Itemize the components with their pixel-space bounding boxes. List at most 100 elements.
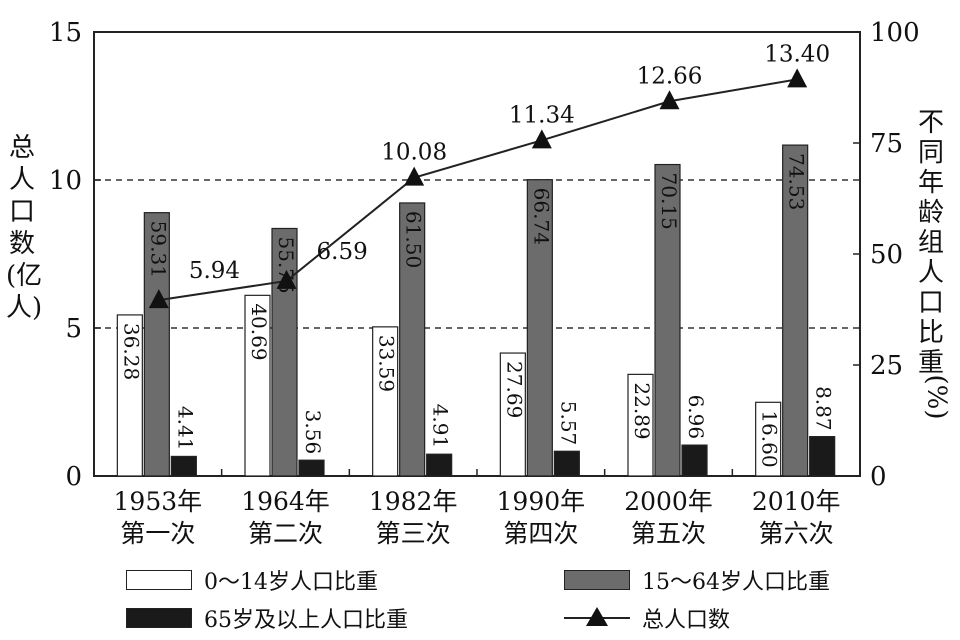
- bar-0: [116, 314, 143, 477]
- legend-label: 0～14岁人口比重: [204, 570, 378, 595]
- total-population-line: [158, 78, 798, 302]
- bar-value-label: 74.53: [785, 153, 809, 210]
- line-value-label: 13.40: [764, 41, 830, 67]
- bar-value-label: 3.56: [301, 410, 325, 455]
- plot-frame: [93, 31, 861, 477]
- bar-value-label: 6.96: [684, 395, 708, 440]
- right-axis-label-char: 比: [917, 318, 944, 348]
- legend-label: 15～64岁人口比重: [642, 570, 830, 595]
- bar-0: [627, 373, 654, 477]
- bar-value-label: 40.69: [247, 303, 271, 360]
- triangle-marker-icon: [659, 90, 680, 110]
- x-tick-label: 1990年: [497, 487, 586, 516]
- right-tick-label: 75: [870, 129, 903, 159]
- left-tick-label: 10: [49, 166, 82, 196]
- bar-value-label: 33.59: [375, 335, 399, 392]
- bar-value-label: 22.89: [630, 382, 654, 439]
- legend-item-65plus: 65岁及以上人口比重: [126, 602, 408, 634]
- bar-value-label: 4.91: [429, 404, 453, 449]
- bar-1: [782, 144, 809, 477]
- x-tick-label: 1953年: [114, 487, 203, 516]
- right-axis-label-char: 重: [917, 348, 944, 378]
- right-axis-label-char: 同: [917, 138, 944, 168]
- line-value-label: 10.08: [381, 140, 447, 166]
- legend-line-triangle-icon: [564, 607, 630, 628]
- left-axis-label-char: 数: [8, 229, 35, 259]
- legend-swatch-black: [126, 608, 192, 628]
- bar-1: [271, 227, 298, 477]
- left-tick-label: 15: [49, 18, 82, 48]
- legend-swatch-white: [126, 570, 192, 590]
- bar-1: [654, 163, 681, 477]
- bar-2: [170, 455, 197, 477]
- right-axis-label-char: 口: [917, 288, 944, 318]
- left-axis-label: 总 人 口 数 (亿 人): [6, 132, 43, 324]
- legend-item-total: 总人口数: [564, 602, 730, 634]
- legend-swatch-gray: [564, 570, 630, 590]
- triangle-marker-icon: [404, 166, 425, 186]
- legend-item-15-64: 15～64岁人口比重: [564, 564, 830, 596]
- bar-2: [681, 444, 708, 477]
- right-axis-label-char: 不: [917, 108, 944, 138]
- bar-value-label: 5.57: [556, 401, 580, 446]
- right-axis-label: 不 同 年 龄 组 人 口 比 重 (%): [914, 108, 952, 420]
- x-tick-label: 1982年: [369, 487, 458, 516]
- bar-value-label: 66.74: [529, 188, 553, 245]
- x-tick-label: 第三次: [376, 519, 451, 548]
- left-axis-label-char: 口: [8, 197, 35, 227]
- legend-item-0-14: 0～14岁人口比重: [126, 564, 378, 596]
- right-axis-label-char: 人: [917, 258, 944, 288]
- line-value-label: 5.94: [189, 258, 240, 284]
- bar-value-label: 70.15: [657, 173, 681, 230]
- bar-value-label: 61.50: [402, 211, 426, 268]
- line-value-label: 11.34: [509, 102, 575, 128]
- legend: 0～14岁人口比重 15～64岁人口比重 65岁及以上人口比重 总人口数: [96, 560, 896, 640]
- bar-value-label: 16.60: [758, 410, 782, 467]
- bar-0: [372, 326, 399, 477]
- bar-1: [526, 179, 553, 477]
- right-axis-label-char: (%): [921, 374, 952, 420]
- right-tick-label: 50: [870, 240, 903, 270]
- bar-2: [809, 436, 836, 477]
- right-axis-label-char: 年: [917, 168, 944, 198]
- left-tick-label: 5: [65, 314, 82, 344]
- bar-value-label: 27.69: [502, 361, 526, 418]
- left-tick-label: 0: [65, 462, 82, 492]
- line-value-label: 6.59: [317, 239, 368, 265]
- triangle-marker-icon: [148, 289, 169, 309]
- bar-1: [143, 212, 170, 477]
- bar-2: [298, 459, 325, 477]
- legend-label: 总人口数: [642, 608, 731, 633]
- bar-value-label: 4.41: [173, 406, 197, 451]
- right-tick-label: 25: [870, 351, 903, 381]
- x-tick-label: 1964年: [241, 487, 330, 516]
- left-axis-label-char: 人: [8, 165, 35, 195]
- bar-0: [755, 401, 782, 477]
- right-axis-label-char: 龄: [917, 198, 944, 228]
- x-tick-label: 2010年: [752, 487, 841, 516]
- bar-value-label: 8.87: [812, 386, 836, 431]
- left-axis-label-char: 总: [8, 133, 35, 163]
- x-tick-label: 第四次: [503, 519, 578, 548]
- triangle-marker-icon: [787, 68, 808, 88]
- triangle-marker-icon: [276, 269, 297, 289]
- right-tick-label: 100: [870, 18, 920, 48]
- x-tick-label: 2000年: [624, 487, 713, 516]
- bar-value-label: 59.31: [146, 221, 170, 278]
- right-axis-label-char: 组: [917, 228, 944, 258]
- legend-label: 65岁及以上人口比重: [204, 608, 408, 633]
- bar-2: [553, 450, 580, 477]
- x-tick-label: 第六次: [759, 519, 834, 548]
- x-tick-label: 第一次: [120, 519, 195, 548]
- bar-1: [399, 202, 426, 477]
- line-value-label: 12.66: [637, 63, 703, 89]
- triangle-marker-icon: [531, 129, 552, 149]
- x-tick-label: 第五次: [631, 519, 706, 548]
- left-axis-label-char: 人): [6, 293, 43, 323]
- x-tick-label: 第二次: [248, 519, 323, 548]
- right-tick-label: 0: [870, 462, 887, 492]
- left-axis-label-char: (亿: [6, 261, 43, 291]
- bar-0: [499, 352, 526, 477]
- bar-2: [426, 453, 453, 477]
